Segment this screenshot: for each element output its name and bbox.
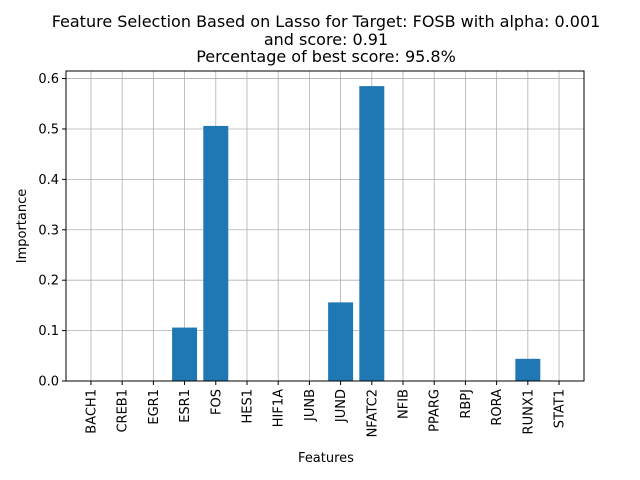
y-axis-label: Importance	[15, 189, 30, 264]
x-tick-label: ESR1	[178, 389, 193, 423]
chart-title-line-2: and score: 0.91	[264, 30, 388, 49]
bar-runx1	[515, 358, 541, 381]
bar-fos	[203, 125, 229, 382]
y-tick-label: 0.1	[38, 324, 59, 339]
x-tick-label: BACH1	[84, 389, 99, 434]
grid-layer	[66, 71, 584, 382]
chart-title-line-1: Feature Selection Based on Lasso for Tar…	[52, 12, 601, 31]
y-tick-label: 0.6	[38, 72, 59, 87]
bar-layer	[172, 86, 541, 382]
y-tick-label: 0.0	[38, 375, 59, 390]
x-tick-label: JUND	[334, 389, 349, 423]
bar-esr1	[172, 327, 198, 381]
x-axis-label: Features	[298, 451, 354, 466]
bar-jund	[328, 302, 354, 381]
x-tick-label: HES1	[240, 389, 255, 424]
x-tick-label: JUNB	[303, 389, 318, 422]
x-tick-label: STAT1	[553, 389, 568, 428]
x-tick-label: NFIB	[397, 389, 412, 419]
y-tick-label: 0.3	[38, 223, 59, 238]
x-tick-label: PPARG	[428, 389, 443, 432]
y-tick-label: 0.2	[38, 274, 59, 289]
chart-title-line-3: Percentage of best score: 95.8%	[196, 47, 456, 66]
x-tick-label: NFATC2	[365, 389, 380, 437]
x-tick-label: CREB1	[116, 389, 131, 433]
plot-frame	[65, 70, 585, 382]
x-tick-label: RBPJ	[459, 389, 474, 419]
y-tick-label: 0.5	[38, 122, 59, 137]
x-tick-label: RUNX1	[521, 389, 536, 434]
tick-layer: 0.0 0.1 0.2 0.3 0.4 0.5 0.6 BACH1 CREB1 EGR1 ESR1 F…	[38, 72, 567, 437]
y-tick-label: 0.4	[38, 173, 59, 188]
x-tick-label: EGR1	[147, 389, 162, 425]
x-tick-label: RORA	[490, 389, 505, 426]
bar-nfatc2	[359, 86, 385, 381]
x-tick-label: HIF1A	[272, 389, 287, 427]
x-tick-label: FOS	[209, 389, 224, 415]
